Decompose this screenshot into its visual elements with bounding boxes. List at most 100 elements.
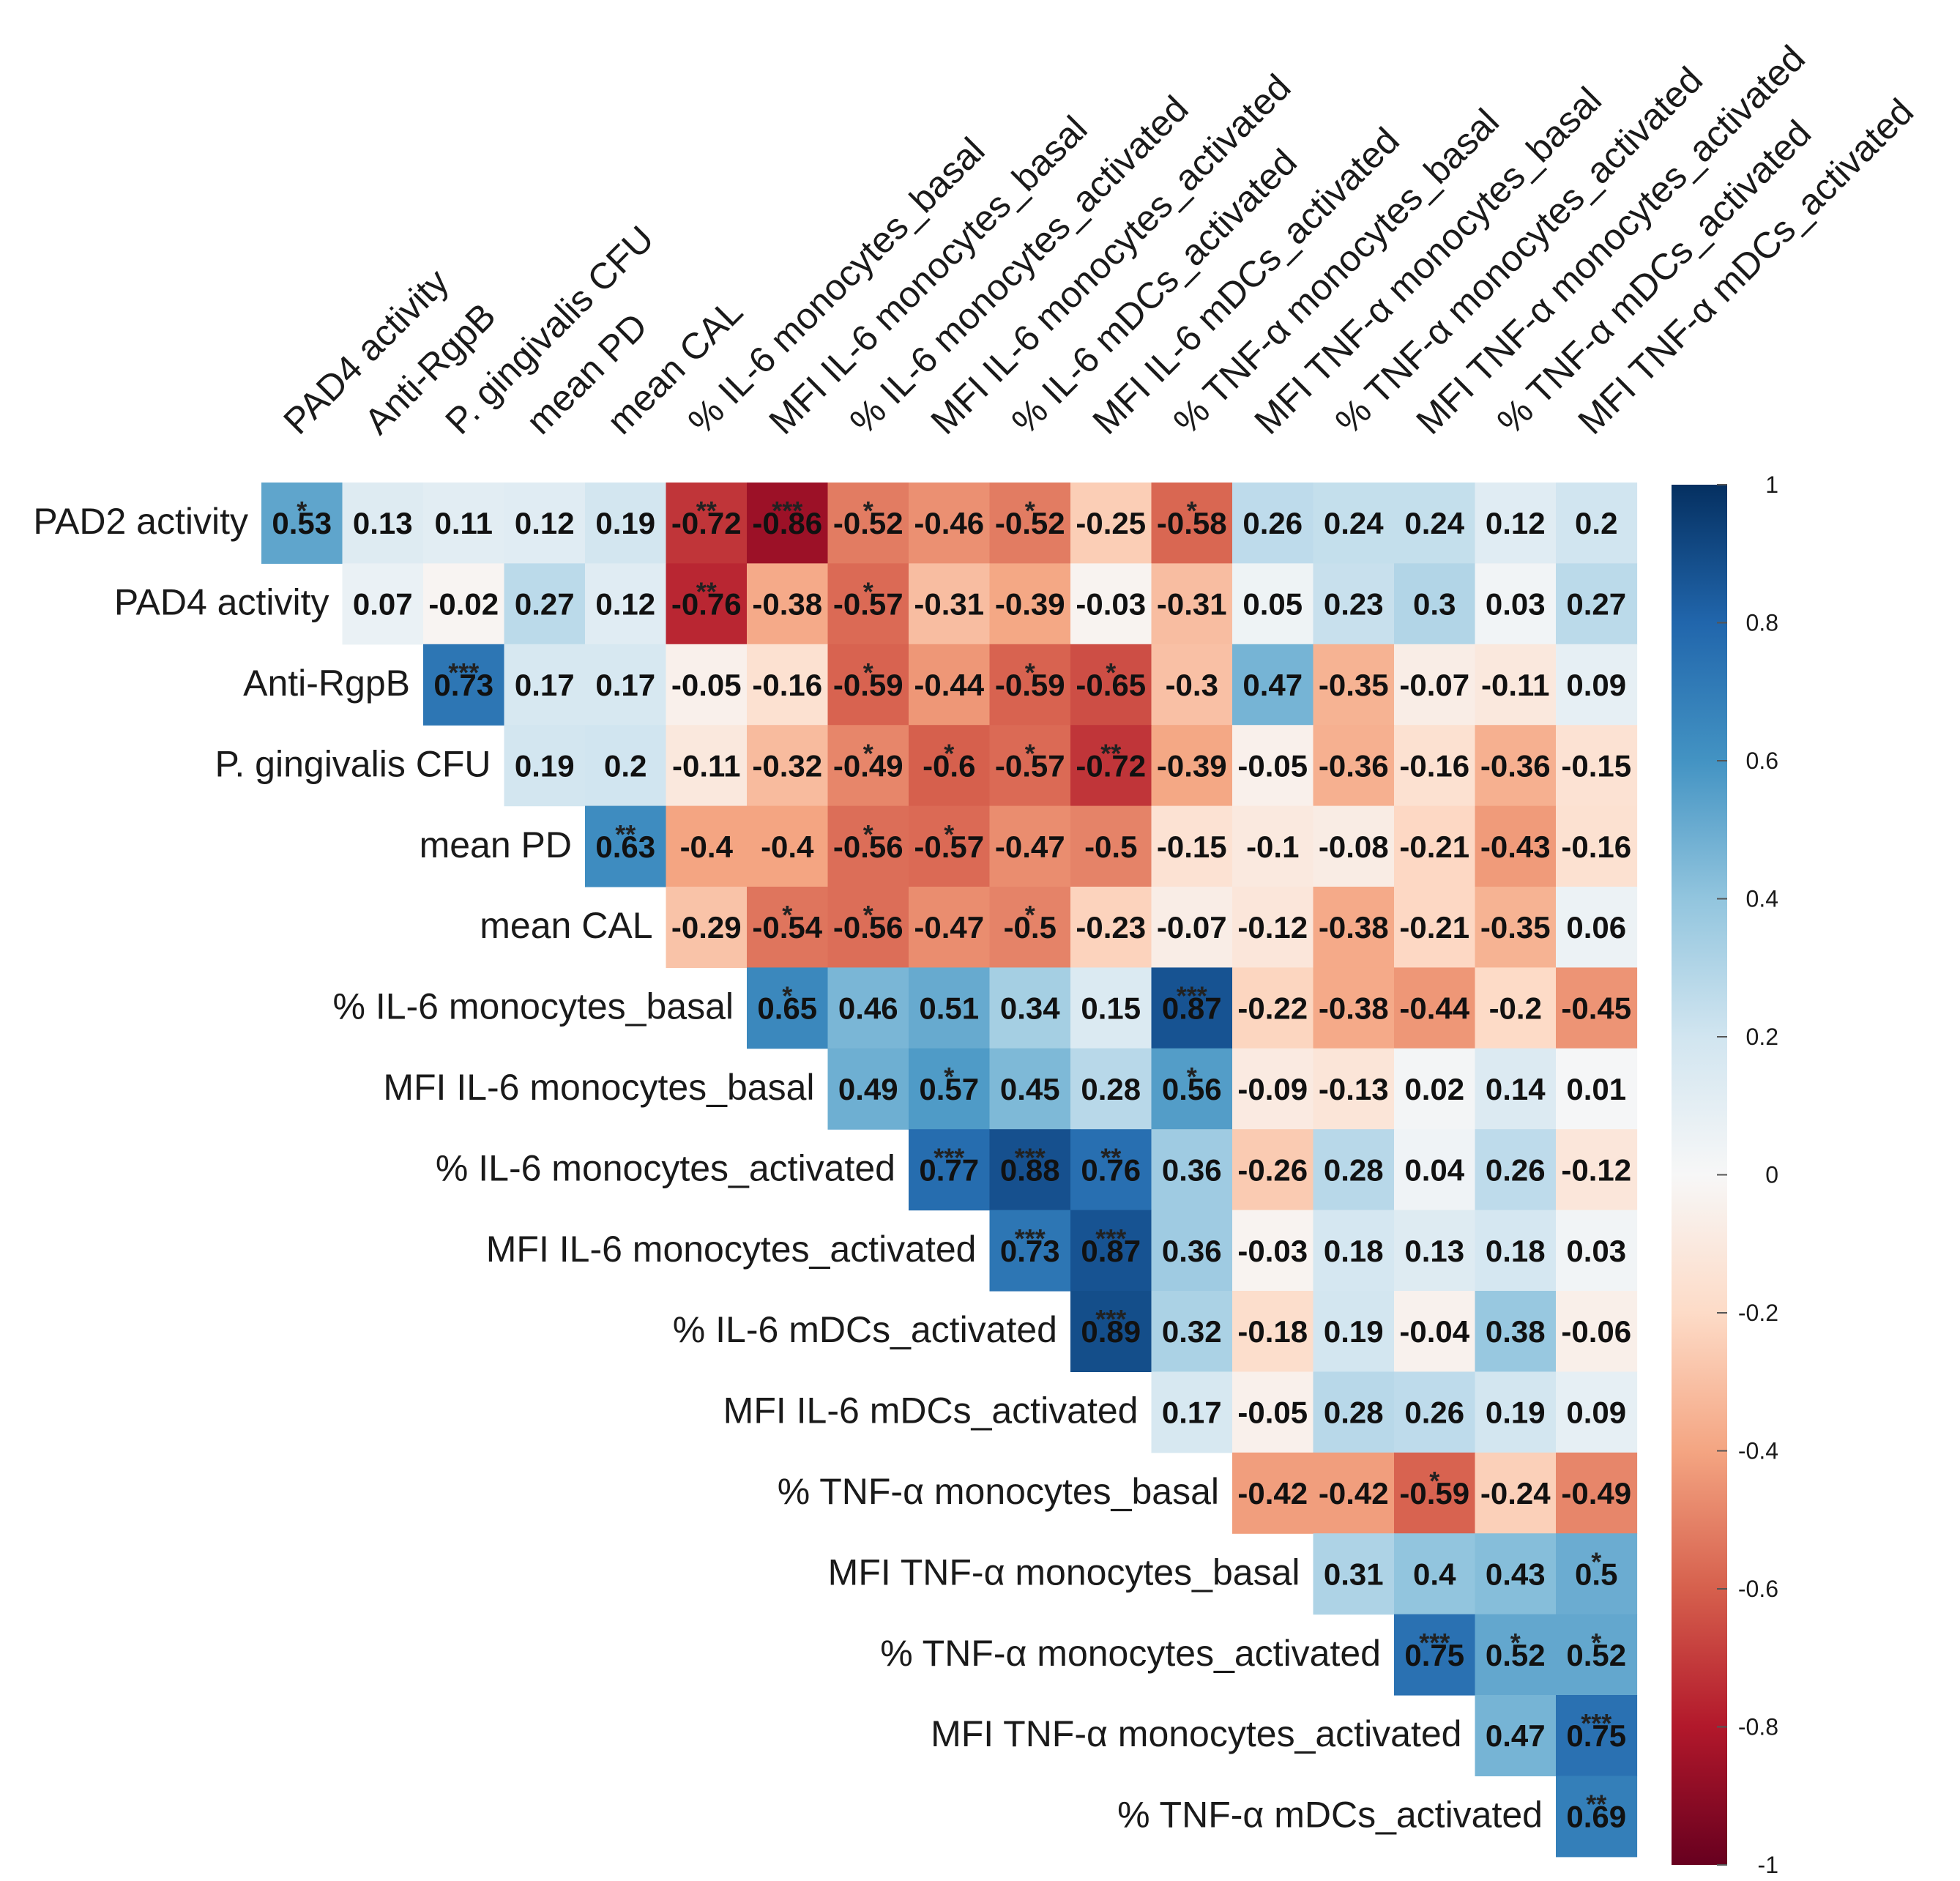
cell-value-label: 0.76 xyxy=(1081,1152,1141,1187)
cell-value-label: -0.21 xyxy=(1399,910,1469,945)
cell-value-label: -0.4 xyxy=(761,830,814,864)
heatmap-cell xyxy=(504,563,586,645)
cell-value-label: -0.49 xyxy=(833,748,903,783)
heatmap-cell xyxy=(1394,1048,1476,1130)
cell-value-label: 0.18 xyxy=(1486,1234,1546,1268)
cell-value-label: -0.45 xyxy=(1561,991,1631,1026)
cell-value-label: 0.19 xyxy=(515,748,575,783)
cell-value-label: 0.14 xyxy=(1486,1072,1546,1106)
heatmap-cell xyxy=(1151,1291,1233,1372)
cell-value-label: 0.56 xyxy=(1162,1072,1222,1106)
significance-marker: ** xyxy=(696,577,717,607)
cell-value-label: -0.03 xyxy=(1237,1234,1308,1268)
cell-value-label: -0.76 xyxy=(671,587,742,622)
heatmap-cell xyxy=(666,805,748,887)
cell-value-label: -0.86 xyxy=(752,506,822,540)
cell-value-label: -0.08 xyxy=(1319,830,1389,864)
cell-value-label: -0.57 xyxy=(995,748,1065,783)
row-label: % IL-6 mDCs_activated xyxy=(673,1309,1057,1350)
cell-value-label: -0.39 xyxy=(995,587,1065,622)
cell-value-label: -0.47 xyxy=(914,910,984,945)
cell-value-label: 0.06 xyxy=(1566,910,1626,945)
heatmap-cell xyxy=(1070,967,1152,1049)
heatmap-cell xyxy=(1151,967,1233,1049)
heatmap-cell xyxy=(827,967,909,1049)
cell-value-label: 0.87 xyxy=(1162,991,1222,1026)
heatmap-cell xyxy=(1151,483,1233,564)
cell-value-label: -0.35 xyxy=(1319,668,1389,702)
cell-value-label: 0.47 xyxy=(1486,1718,1546,1753)
cell-value-label: 0.52 xyxy=(1486,1638,1546,1672)
heatmap-cell xyxy=(1394,967,1476,1049)
cell-value-label: 0.09 xyxy=(1566,668,1626,702)
cell-value-label: 0.88 xyxy=(1000,1152,1060,1187)
row-label: mean PD xyxy=(420,824,572,865)
heatmap-cell xyxy=(989,1048,1071,1130)
heatmap-cell xyxy=(747,967,829,1049)
heatmap-cell xyxy=(666,644,748,726)
cell-value-label: 0.09 xyxy=(1566,1396,1626,1430)
heatmap-cell xyxy=(585,483,667,564)
heatmap-cell xyxy=(1475,1452,1557,1534)
significance-marker: *** xyxy=(1419,1628,1450,1658)
cell-value-label: -0.11 xyxy=(1481,668,1549,702)
heatmap-cell xyxy=(1313,1452,1395,1534)
cell-value-label: -0.07 xyxy=(1157,910,1227,945)
cell-value-label: -0.18 xyxy=(1237,1314,1308,1349)
significance-marker: * xyxy=(1510,1628,1521,1658)
heatmap-cell xyxy=(1070,483,1152,564)
cell-value-label: 0.26 xyxy=(1486,1152,1546,1187)
heatmap-cell xyxy=(1394,725,1476,807)
cell-value-label: -0.39 xyxy=(1157,748,1227,783)
cell-value-label: -0.16 xyxy=(752,668,822,702)
cell-value-label: 0.11 xyxy=(435,506,493,540)
row-label: MFI IL-6 monocytes_basal xyxy=(383,1067,814,1108)
heatmap-cell xyxy=(342,483,424,564)
heatmap-cell xyxy=(747,483,829,564)
row-label: MFI TNF-α monocytes_activated xyxy=(931,1713,1461,1754)
heatmap-cell xyxy=(1232,967,1314,1049)
significance-marker: ** xyxy=(1586,1789,1606,1819)
heatmap-cell xyxy=(1070,805,1152,887)
cell-value-label: -0.03 xyxy=(1076,587,1146,622)
heatmap-cell xyxy=(827,483,909,564)
heatmap-cell xyxy=(989,644,1071,726)
heatmap-cell xyxy=(1394,1533,1476,1615)
cell-value-label: -0.32 xyxy=(752,748,822,783)
cell-value-label: -0.05 xyxy=(671,668,742,702)
heatmap-cell xyxy=(1232,1048,1314,1130)
cell-value-label: -0.52 xyxy=(833,506,903,540)
cell-value-label: 0.13 xyxy=(353,506,413,540)
significance-marker: *** xyxy=(1177,981,1207,1011)
heatmap-cell xyxy=(989,1210,1071,1292)
heatmap-cell xyxy=(1475,805,1557,887)
cell-value-label: -0.35 xyxy=(1480,910,1551,945)
colorbar-tick-label: 1 xyxy=(1765,472,1778,498)
cell-value-label: 0.43 xyxy=(1486,1557,1546,1591)
cell-value-label: 0.12 xyxy=(1486,506,1546,540)
cell-value-label: 0.36 xyxy=(1162,1152,1222,1187)
heatmap-cell xyxy=(989,805,1071,887)
cell-value-label: -0.58 xyxy=(1157,506,1227,540)
cell-value-label: -0.25 xyxy=(1076,506,1146,540)
heatmap-cell xyxy=(1394,887,1476,968)
heatmap-cell xyxy=(1475,1129,1557,1211)
cell-value-label: -0.49 xyxy=(1561,1476,1631,1511)
cell-value-label: 0.12 xyxy=(515,506,575,540)
significance-marker: * xyxy=(863,819,873,849)
significance-marker: * xyxy=(863,900,873,930)
cell-value-label: -0.11 xyxy=(672,748,740,783)
heatmap-cell xyxy=(423,563,505,645)
heatmap-cell xyxy=(1475,1533,1557,1615)
heatmap-cell xyxy=(909,725,991,807)
cell-value-label: 0.27 xyxy=(515,587,575,622)
heatmap-cell xyxy=(1475,1371,1557,1453)
cell-value-label: 0.89 xyxy=(1081,1314,1141,1349)
cell-value-label: 0.34 xyxy=(1000,991,1060,1026)
cell-value-label: 0.07 xyxy=(353,587,413,622)
row-label: % TNF-α monocytes_activated xyxy=(880,1633,1381,1674)
heatmap-cell xyxy=(989,725,1071,807)
heatmap-cell xyxy=(1313,1371,1395,1453)
cell-value-label: -0.5 xyxy=(1004,910,1057,945)
cell-value-label: 0.31 xyxy=(1324,1557,1384,1591)
